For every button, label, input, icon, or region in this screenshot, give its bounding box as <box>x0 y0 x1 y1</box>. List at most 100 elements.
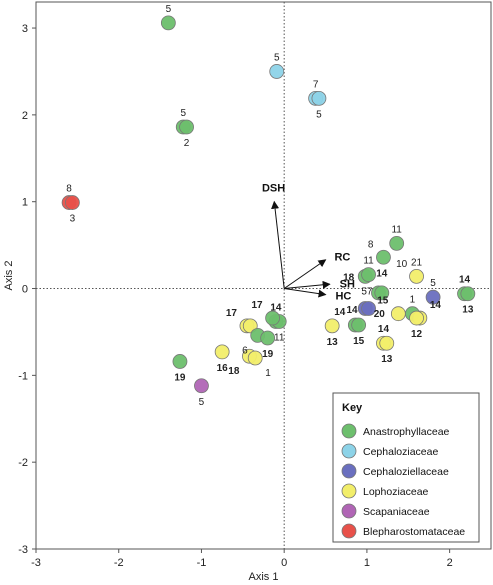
y-tick-label: 2 <box>22 110 28 122</box>
data-point <box>409 310 424 326</box>
vector-label: DSH <box>262 183 285 195</box>
y-axis-ticks: -3 -2 -1 0 1 2 3 <box>18 23 36 556</box>
zero-lines <box>36 2 491 549</box>
legend-items: Anastrophyllaceae Cephaloziaceae Cephalozi… <box>341 423 465 539</box>
point-label: 17 <box>251 300 263 311</box>
point-label: 13 <box>327 337 339 348</box>
point-label: 6 <box>242 345 248 356</box>
point-label: 14 <box>430 300 442 311</box>
vector-arrow <box>283 259 327 289</box>
vector-label: SH <box>340 279 355 291</box>
x-axis-ticks: -3 -2 -1 0 1 2 <box>31 549 453 569</box>
data-point <box>172 354 188 369</box>
point-label: 5 <box>199 397 205 408</box>
point-label: 14 <box>334 307 346 318</box>
data-point <box>260 330 276 346</box>
x-tick-label: 0 <box>281 557 287 569</box>
vector-arrow <box>284 280 331 290</box>
point-label: 3 <box>70 214 76 225</box>
legend-swatch <box>341 523 357 539</box>
point-label: 1 <box>410 295 416 306</box>
data-point <box>409 268 424 284</box>
legend-swatch <box>341 463 357 479</box>
vector-arrow <box>284 288 327 298</box>
legend-label: Cephaloziaceae <box>363 446 438 458</box>
point-label: 8 <box>368 239 374 250</box>
data-point <box>379 335 395 351</box>
point-label: 12 <box>411 329 423 340</box>
point-label: 11 <box>391 224 402 235</box>
point-label: 11 <box>363 256 374 267</box>
x-tick-label: 2 <box>447 557 453 569</box>
data-point <box>247 350 263 366</box>
x-tick-label: -3 <box>31 557 41 569</box>
data-point <box>374 285 390 301</box>
data-point <box>214 344 230 360</box>
point-label: 13 <box>462 305 474 316</box>
legend-label: Lophoziaceae <box>363 486 429 498</box>
legend-title: Key <box>342 402 363 414</box>
data-point <box>179 119 194 135</box>
data-point <box>324 318 340 334</box>
data-point <box>376 249 391 265</box>
data-point <box>361 267 376 283</box>
data-point <box>160 15 176 31</box>
point-label: 13 <box>381 354 393 365</box>
data-point <box>425 289 441 305</box>
point-label: 10 <box>396 259 408 270</box>
point-label: 16 <box>217 363 229 374</box>
point-label: 8 <box>66 184 72 195</box>
point-label: 5 <box>180 108 186 119</box>
data-point <box>389 235 405 251</box>
x-tick-label: -1 <box>197 557 207 569</box>
point-label: 5 <box>274 52 280 63</box>
y-tick-label: -3 <box>18 544 28 556</box>
y-axis-label: Axis 2 <box>3 261 15 291</box>
y-tick-label: -2 <box>18 457 28 469</box>
point-label: 15 <box>353 336 365 347</box>
point-label: 1 <box>265 368 271 379</box>
plot-frame <box>35 1 492 550</box>
point-label: 20 <box>374 309 386 320</box>
y-tick-label: 3 <box>22 23 28 35</box>
y-tick-label: -1 <box>18 370 28 382</box>
point-label: 14 <box>270 303 282 314</box>
point-label: 14 <box>346 305 358 316</box>
data-point <box>460 286 476 302</box>
point-label: 18 <box>343 272 355 283</box>
point-label: 17 <box>226 308 238 319</box>
data-point <box>361 301 376 316</box>
vector-label: RC <box>334 251 350 263</box>
data-point <box>269 64 285 79</box>
x-tick-label: 1 <box>364 557 370 569</box>
legend-label: Blepharostomataceae <box>363 526 465 538</box>
legend-swatch <box>341 503 357 519</box>
point-label: 57 <box>361 287 373 298</box>
point-label: 5 <box>430 278 436 289</box>
legend-label: Scapaniaceae <box>363 506 430 518</box>
point-label: 21 <box>411 257 423 268</box>
point-label: 18 <box>228 366 240 377</box>
point-label: 14 <box>459 275 471 286</box>
point-label: 19 <box>262 349 274 360</box>
data-point <box>311 90 327 106</box>
legend-label: Anastrophyllaceae <box>363 426 450 438</box>
legend-box <box>332 392 480 543</box>
point-label: 5 <box>166 4 172 15</box>
legend-label: Cephaloziellaceae <box>363 466 449 478</box>
point-label: 5 <box>316 109 322 120</box>
vector-label: HC <box>335 290 351 302</box>
point-label: 2 <box>184 138 190 149</box>
data-point <box>65 195 80 210</box>
x-axis-label: Axis 1 <box>249 571 279 583</box>
vector-arrow <box>271 200 285 289</box>
point-label: 14 <box>378 324 390 335</box>
point-label: 7 <box>313 79 319 90</box>
point-label: 19 <box>174 372 186 383</box>
point-label: 15 <box>377 296 389 307</box>
legend-swatch <box>341 483 357 499</box>
data-point <box>351 317 367 333</box>
data-point <box>194 378 209 394</box>
